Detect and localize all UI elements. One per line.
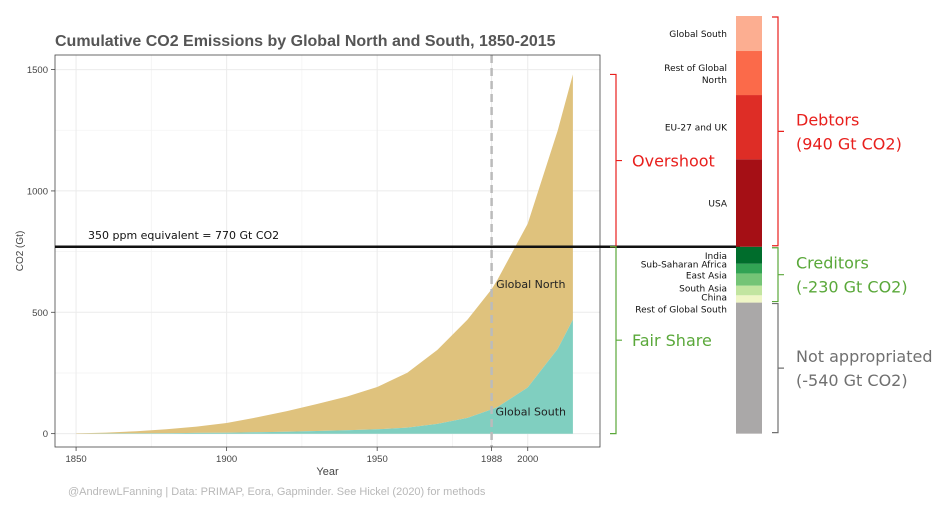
axes: 1850 1900 1950 1988 2000 0 500 1000 1500 Year CO2 … (15, 65, 538, 478)
bar-segment-east-asia (736, 273, 762, 286)
y-tick-label: 500 (32, 308, 48, 319)
bar-label-eu-27-and-uk: EU-27 and UK (665, 124, 728, 134)
bar-label-rest-of-global-north: Rest of Global North (664, 64, 727, 86)
bracket-label-overshoot: Overshoot (632, 152, 715, 171)
bar-label-south-asia: South Asia (679, 285, 727, 295)
x-tick-label: 1850 (66, 454, 87, 465)
chart-title: Cumulative CO2 Emissions by Global North… (55, 33, 556, 50)
series-label-global-south: Global South (495, 405, 566, 418)
bracket-label-fair-share: Fair Share (632, 331, 712, 350)
group-label-not-appropriated: Not appropriated (-540 Gt CO2) (796, 347, 933, 390)
bar-segment-south-asia (736, 285, 762, 296)
x-tick-label: 1988 (481, 454, 502, 465)
bar-segment-rest-of-global-north (736, 51, 762, 96)
group-bracket-not-appropriated (772, 302, 784, 434)
bar-segment-global-south (736, 16, 762, 52)
bar-segment-sub-saharan-africa (736, 263, 762, 274)
annotations: 350 ppm equivalent = 770 Gt CO2 Overshoot… (55, 73, 740, 435)
bar-label-usa: USA (708, 200, 727, 210)
bar-segment-rest-of-global-south (736, 302, 762, 434)
reference-line-label: 350 ppm equivalent = 770 Gt CO2 (88, 229, 279, 242)
y-axis-title: CO2 (Gt) (15, 231, 26, 272)
y-tick-label: 1000 (27, 186, 48, 197)
bar-label-india: India (705, 252, 727, 262)
group-bracket-creditors (772, 247, 784, 303)
group-bracket-debtors (772, 16, 784, 247)
area-global-south (76, 319, 573, 434)
group-label-debtors: Debtors (940 Gt CO2) (796, 110, 902, 153)
bar-label-rest-of-global-south: Rest of Global South (635, 306, 727, 316)
bar-label-sub-saharan-africa: Sub-Saharan Africa (641, 261, 727, 271)
bar-label-east-asia: East Asia (686, 271, 727, 281)
group-label-creditors: Creditors (-230 Gt CO2) (796, 254, 908, 297)
bar-label-china: China (701, 293, 727, 303)
x-tick-label: 1950 (367, 454, 388, 465)
bracket-overshoot (610, 73, 622, 248)
bracket-fair-share (610, 246, 622, 435)
bar-segment-eu-27-and-uk (736, 95, 762, 160)
area-global-north (76, 74, 573, 434)
series-label-global-north: Global North (496, 278, 565, 291)
bar-segment-usa (736, 159, 762, 247)
caption: @AndrewLFanning | Data: PRIMAP, Eora, Ga… (68, 486, 486, 498)
x-axis-title: Year (316, 466, 339, 478)
plot-border (54, 54, 601, 448)
x-tick-label: 1900 (216, 454, 237, 465)
bar-segment-india (736, 246, 762, 264)
bar-label-global-south: Global South (669, 30, 727, 40)
y-tick-label: 0 (43, 429, 48, 440)
plot-area: Global North Global South 1850 1900 1950 1988… (15, 54, 601, 478)
x-tick-label: 2000 (517, 454, 538, 465)
y-tick-label: 1500 (27, 65, 48, 76)
bar-segment-china (736, 295, 762, 303)
